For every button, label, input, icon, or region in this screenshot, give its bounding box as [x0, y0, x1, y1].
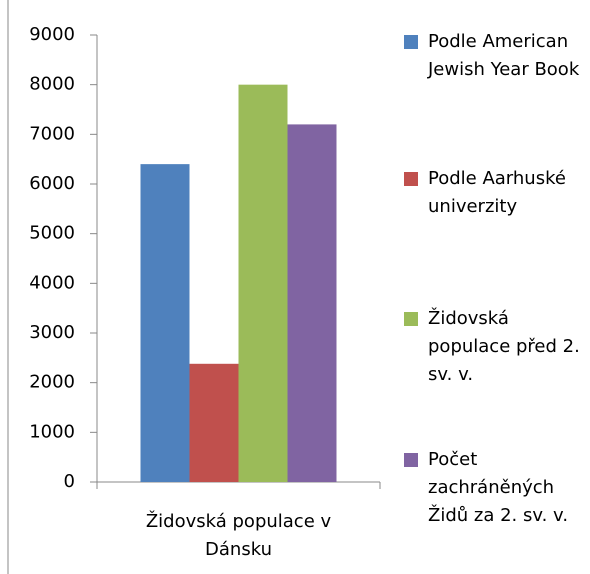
- y-tick-label: 2000: [29, 372, 75, 393]
- legend-label: Židovská populace před 2. sv. v.: [428, 308, 580, 385]
- bar: [238, 84, 288, 483]
- legend-swatch: [404, 172, 418, 186]
- y-tick-label: 9000: [29, 24, 75, 45]
- y-tick-label: 7000: [29, 123, 75, 144]
- legend-swatch: [404, 453, 418, 467]
- legend-label: Podle American Jewish Year Book: [428, 31, 580, 80]
- bar: [140, 164, 190, 482]
- legend-swatch: [404, 312, 418, 326]
- y-tick-label: 5000: [29, 223, 75, 244]
- y-tick-label: 4000: [29, 272, 75, 293]
- bar: [189, 363, 239, 482]
- legend-label: Podle Aarhuské univerzity: [428, 168, 566, 217]
- y-tick-label: 0: [64, 471, 75, 492]
- y-tick-label: 6000: [29, 173, 75, 194]
- x-tick-label: Židovská populace v Dánsku: [145, 511, 332, 560]
- legend-swatch: [404, 35, 418, 49]
- y-tick-label: 8000: [29, 74, 75, 95]
- bar: [287, 124, 337, 483]
- legend-label: Počet zachráněných Židů za 2. sv. v.: [428, 449, 569, 526]
- y-tick-label: 1000: [29, 421, 75, 442]
- y-tick-label: 3000: [29, 322, 75, 343]
